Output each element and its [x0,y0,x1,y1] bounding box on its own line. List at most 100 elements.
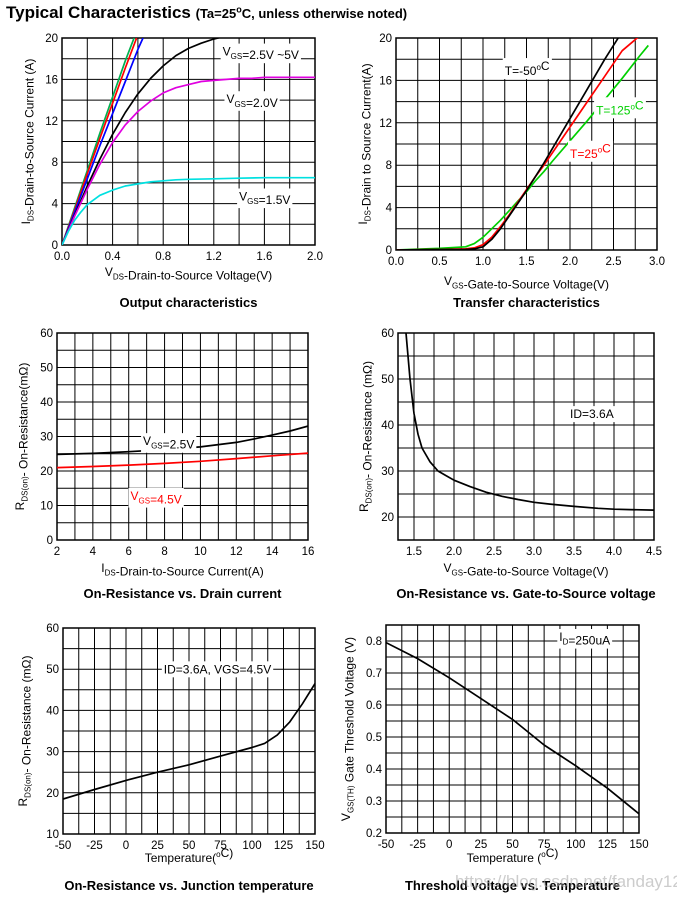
plot-frame [56,332,309,541]
x-tick-label: 4.5 [646,546,662,558]
x-axis-label: VGS-Gate-to-Source Voltage(V) [444,274,609,292]
y-tick-label: 30 [40,432,53,444]
y-tick-label: 0 [52,240,58,252]
annotation-label-0: VGS=2.5V ~5V [223,45,299,63]
x-axis-label: VGS-Gate-to-Source Voltage(V) [444,561,609,579]
series-line-2 [62,38,144,245]
y-tick-label: 0.6 [366,700,382,712]
x-tick-label: 150 [629,839,648,851]
y-tick-label: 60 [40,328,53,340]
annotation-label-0: ID=3.6A, VGS=4.5V [164,662,271,676]
plot-frame [397,332,655,541]
annotation-bg [568,140,614,162]
series-line-0 [63,683,315,800]
x-axis-label: Temperature(oC) [145,846,234,865]
y-tick-label: 0.2 [366,828,382,840]
plot-frame [61,37,316,246]
y-tick-label: 0.7 [366,668,382,680]
x-tick-label: -50 [378,839,395,851]
x-axis-label: IDS-Drain-to-Source Current(A) [101,561,264,579]
x-tick-label: 8 [161,546,167,558]
chart-ron-vgs: 1.5 2.0 2.5 3.0 3.5 4.0 4.5 20 30 40 50 60 ID=3.6A VG… [357,328,662,601]
x-tick-label: 50 [506,839,519,851]
y-axis-label: RDS(on)- On-Resistance (mΩ) [357,361,375,512]
watermark: https://blog.csdn.net/fanday123 [455,872,677,891]
annotation-label-0: ID=3.6A [570,407,614,421]
annotation-bg [220,43,301,64]
plot-frame [62,627,316,835]
y-tick-label: 60 [381,328,394,340]
y-tick-label: 16 [45,74,58,86]
y-tick-label: 20 [46,788,59,800]
x-tick-label: 12 [230,546,243,558]
y-tick-label: 50 [46,664,59,676]
y-tick-label: 16 [379,75,392,87]
x-tick-label: 50 [183,840,196,852]
y-tick-label: 0.3 [366,796,382,808]
chart-output: 0.0 0.4 0.8 1.2 1.6 2.0 0 4 8 12 16 20 VGS=2.5V ~5V V… [19,33,323,310]
series-line-1 [57,452,308,469]
x-tick-label: 125 [274,840,293,852]
annotation-bg [237,188,293,209]
annotation-label-0: VGS=2.5V [143,434,194,452]
x-tick-label: 75 [214,840,227,852]
y-tick-label: 20 [379,33,392,45]
x-tick-label: 2.5 [486,546,502,558]
y-tick-label: 0.4 [366,764,383,776]
annotation-label-0: ID=250uA [559,630,610,648]
x-tick-label: 25 [474,839,487,851]
x-axis-label: Temperature (oC) [467,846,559,865]
x-tick-label: 2.0 [562,256,578,268]
annotation-label-2: VGS=1.5V [239,189,290,207]
y-axis-label: VGS(TH) Gate Threshold Voltage (V) [339,637,357,821]
page-title: Typical Characteristics (Ta=25oC, unless… [6,3,408,22]
y-tick-label: 20 [381,512,394,524]
x-tick-label: 0.5 [432,256,448,268]
x-tick-label: 1.2 [206,251,222,263]
annotation-bg [224,91,280,111]
chart-vth-temp: -50 -25 0 25 50 75 100 125 150 0.2 0.3 0.4 0.5 0.6 0.7… [339,624,649,893]
y-tick-label: 12 [45,116,58,128]
annotation-label-1: VGS=4.5V [131,489,182,507]
x-tick-label: 1.5 [406,546,422,558]
series-line-0 [57,425,308,456]
x-tick-label: 1.5 [519,256,535,268]
x-tick-label: 2.0 [307,251,323,263]
y-tick-label: 40 [46,705,59,717]
x-tick-label: 2 [54,546,60,558]
y-tick-label: 0 [386,245,392,257]
chart-ron-id: 2 4 6 8 10 12 14 16 0 10 20 30 40 50 60 VGS=2.5V VGS=4.5… [13,328,314,601]
x-tick-label: 100 [242,840,261,852]
annotation-label-0: T=-50oC [505,59,550,78]
chart-title: Output characteristics [120,295,258,310]
annotation-label-1: T=125oC [596,98,644,117]
x-axis-label: VDS-Drain-to-Source Voltage(V) [105,265,272,283]
y-tick-label: 40 [381,420,394,432]
chart-title: On-Resistance vs. Gate-to-Source voltage [396,586,655,601]
x-tick-label: 6 [126,546,132,558]
x-tick-label: 125 [598,839,617,851]
y-tick-label: 50 [381,374,394,386]
plot-frame [385,624,640,834]
annotation-label-2: T=25oC [570,142,611,161]
x-tick-label: 100 [566,839,585,851]
y-tick-label: 0 [47,535,53,547]
y-tick-label: 12 [379,118,392,130]
y-tick-label: 8 [386,160,392,172]
y-tick-label: 0.8 [366,636,382,648]
series-line-4 [62,76,315,245]
annotation-bg [128,487,184,508]
x-tick-label: 4.0 [606,546,622,558]
series-line-5 [62,176,315,245]
annotation-bg [502,58,552,80]
x-tick-label: 0 [123,840,129,852]
x-tick-label: 25 [151,840,164,852]
x-tick-label: 0.8 [155,251,171,263]
chart-title: Transfer characteristics [453,295,600,310]
y-tick-label: 50 [40,363,53,375]
x-tick-label: 3.5 [566,546,582,558]
x-tick-label: 0.0 [388,256,404,268]
y-tick-label: 10 [46,829,59,841]
x-tick-label: -25 [86,840,103,852]
y-axis-label: RDS(on)- On-Resistance(mΩ) [13,363,31,511]
